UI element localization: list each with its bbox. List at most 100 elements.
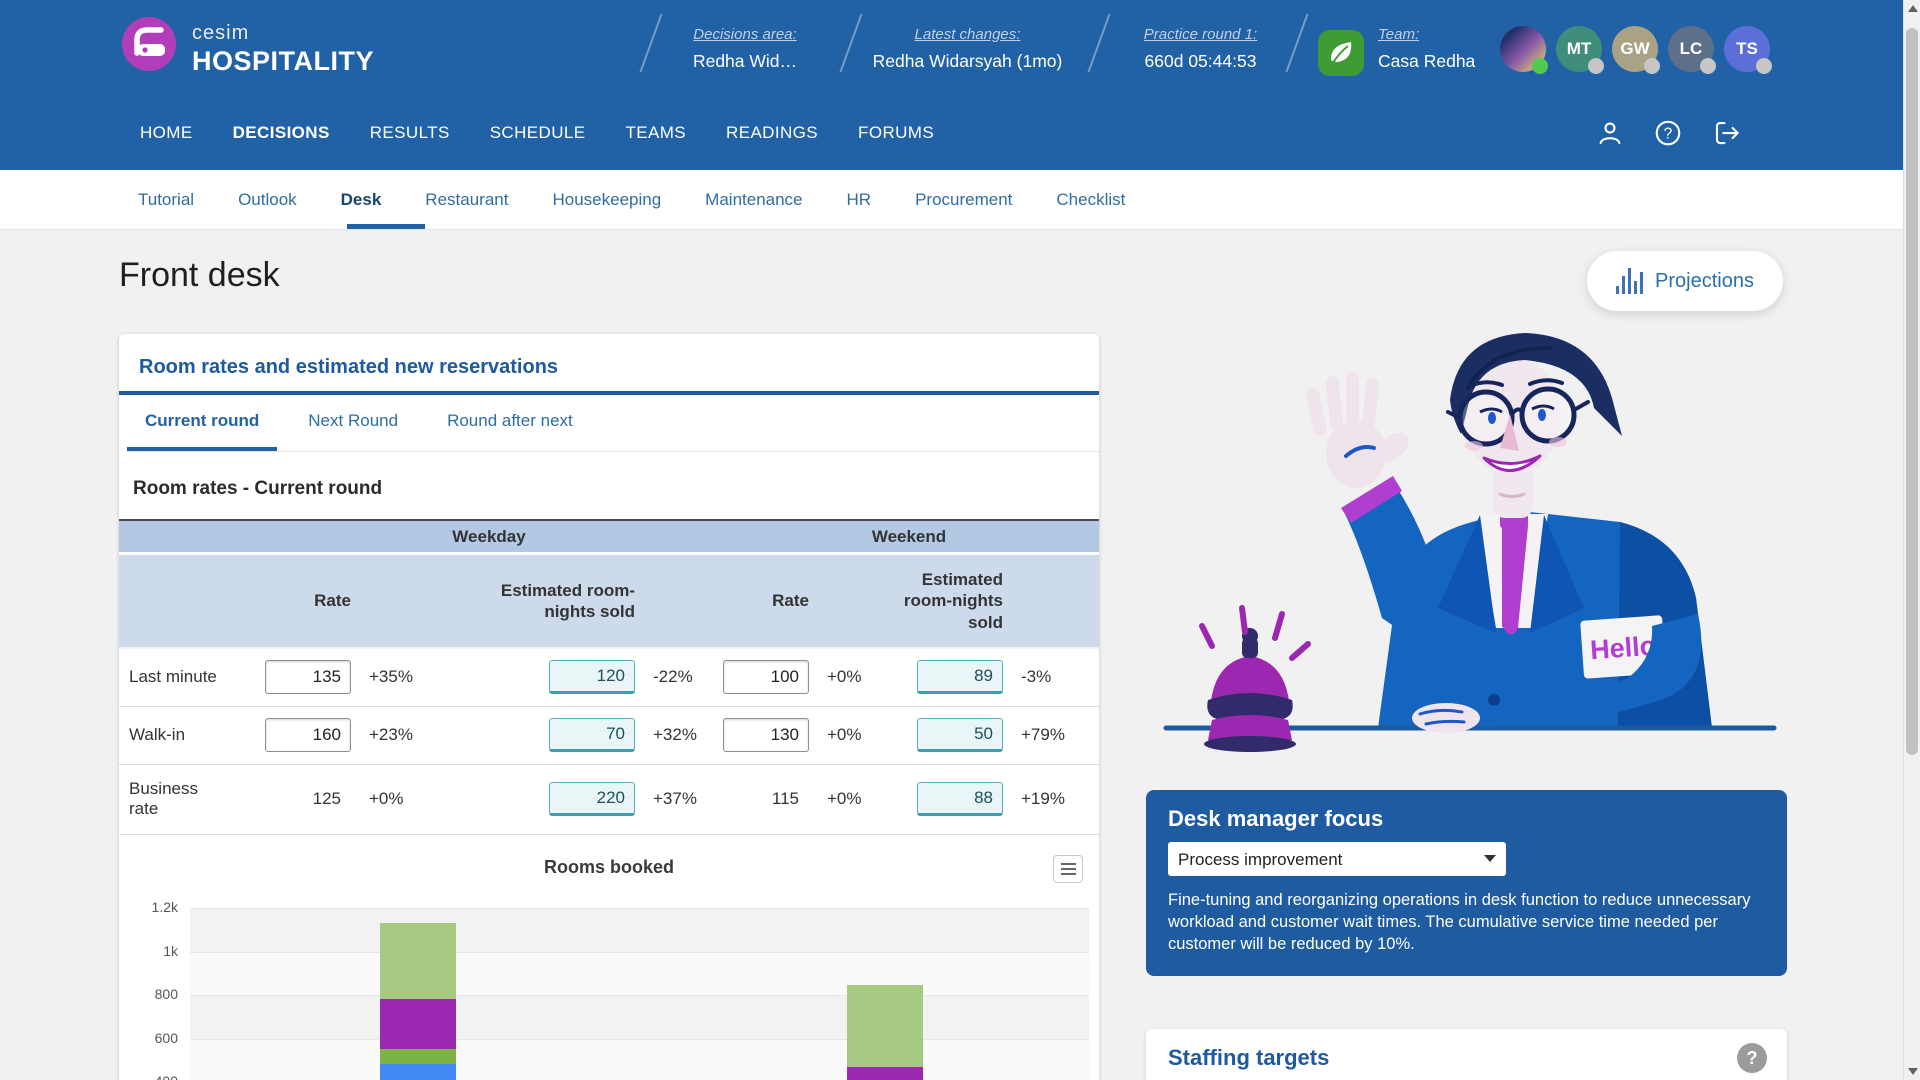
- table-group-header-row: Weekday Weekend: [119, 519, 1099, 555]
- avatar-gw[interactable]: GW: [1612, 26, 1660, 74]
- y-axis-tick-label: 400: [119, 1073, 178, 1080]
- weekday-estimate-header: Estimated room-nights sold: [500, 580, 635, 621]
- subnav-hr[interactable]: HR: [846, 189, 872, 209]
- subnav-outlook[interactable]: Outlook: [238, 189, 297, 209]
- table-row-walk-in: Walk-in +23% 70 +32% +0% 50 +79%: [119, 706, 1099, 765]
- practice-round-block: Practice round 1: 660d 05:44:53: [1108, 26, 1293, 72]
- app-header: cesim HOSPITALITY Decisions area: Redha …: [0, 0, 1903, 170]
- desk-manager-focus-select[interactable]: Process improvement: [1168, 842, 1506, 876]
- avatar-mt[interactable]: MT: [1556, 26, 1604, 74]
- walk-in-weekend-rate-input[interactable]: [723, 718, 809, 753]
- status-dot: [1532, 58, 1548, 74]
- nav-forums[interactable]: FORUMS: [858, 123, 935, 142]
- grid-band: [190, 908, 1089, 952]
- focus-panel-title: Desk manager focus: [1168, 806, 1384, 831]
- gridline: [190, 908, 1089, 909]
- logout-icon[interactable]: [1711, 118, 1743, 148]
- estimate-box: 70: [549, 718, 635, 753]
- projections-label: Projections: [1655, 269, 1754, 292]
- avatar-photo[interactable]: [1500, 26, 1548, 74]
- card-divider: [119, 391, 1099, 395]
- grid-band: [190, 995, 1089, 1039]
- y-axis-tick-label: 1k: [163, 942, 178, 959]
- last-minute-weekend-rate-input[interactable]: [723, 660, 809, 695]
- decisions-area-label[interactable]: Decisions area:: [693, 26, 797, 43]
- estimate-box: 220: [549, 782, 635, 817]
- rate-change: +0%: [827, 725, 862, 745]
- stacked-bar-segment-2: [846, 1066, 923, 1080]
- subnav-procurement[interactable]: Procurement: [915, 189, 1013, 209]
- nav-schedule[interactable]: SCHEDULE: [489, 123, 586, 142]
- weekday-rate-header: Rate: [314, 590, 351, 610]
- last-minute-weekday-rate-input[interactable]: [265, 660, 351, 695]
- estimate-change: +37%: [653, 789, 697, 809]
- row-label: Business rate: [129, 778, 198, 819]
- estimate-change: +32%: [653, 725, 697, 745]
- estimate-box: 89: [917, 660, 1003, 695]
- stacked-bar-segment-1: [380, 923, 457, 1000]
- tab-current-round[interactable]: Current round: [127, 395, 278, 451]
- subnav-desk[interactable]: Desk: [340, 189, 382, 209]
- profile-icon[interactable]: [1595, 118, 1625, 148]
- nav-decisions[interactable]: DECISIONS: [232, 123, 330, 142]
- weekend-group-header: Weekend: [871, 526, 947, 546]
- service-bell-icon: [1199, 605, 1311, 752]
- active-tab-underline: [347, 224, 425, 229]
- estimate-change: -3%: [1021, 667, 1052, 687]
- table-subheader-row: Rate Estimated room-nights sold Rate Est…: [119, 555, 1099, 649]
- nav-home[interactable]: HOME: [140, 123, 193, 142]
- subnav-maintenance[interactable]: Maintenance: [705, 189, 803, 209]
- y-axis-tick-label: 800: [154, 986, 178, 1002]
- staffing-targets-card: Staffing targets ?: [1146, 1029, 1787, 1080]
- stacked-bar-segment-1: [380, 1063, 457, 1080]
- subnav-housekeeping[interactable]: Housekeeping: [552, 189, 662, 209]
- row-label: Walk-in: [129, 725, 186, 745]
- projections-button[interactable]: Projections: [1587, 251, 1783, 311]
- leaf-icon: [1318, 30, 1364, 76]
- subnav-restaurant[interactable]: Restaurant: [425, 189, 509, 209]
- latest-changes-label[interactable]: Latest changes:: [914, 26, 1021, 43]
- estimate-change: -22%: [653, 667, 693, 687]
- tab-next-round[interactable]: Next Round: [308, 411, 399, 430]
- gridline: [190, 995, 1089, 996]
- team-label[interactable]: Team:: [1378, 26, 1420, 43]
- gridline: [190, 1038, 1089, 1040]
- header-divider: [639, 13, 663, 73]
- gridline: [190, 951, 1089, 953]
- stacked-bar-segment-2: [846, 985, 923, 1067]
- desk-manager-focus-panel: Desk manager focus Process improvement F…: [1146, 790, 1787, 976]
- rooms-booked-chart: Rooms booked 1.2k 1k 800 600 400: [119, 839, 1099, 1080]
- status-dot: [1756, 58, 1772, 74]
- weekday-group-header: Weekday: [452, 526, 526, 546]
- grid-band: [190, 951, 1089, 995]
- scrollbar-thumb[interactable]: [1906, 28, 1918, 755]
- nav-readings[interactable]: READINGS: [726, 123, 819, 142]
- scroll-up-arrow[interactable]: [1908, 5, 1918, 12]
- subnav-checklist[interactable]: Checklist: [1056, 189, 1126, 209]
- avatar-ts[interactable]: TS: [1724, 26, 1772, 74]
- rate-change: +0%: [827, 667, 862, 687]
- nav-teams[interactable]: TEAMS: [625, 123, 687, 142]
- scroll-down-arrow[interactable]: [1908, 1068, 1918, 1075]
- question-icon[interactable]: ?: [1737, 1043, 1767, 1073]
- tab-round-after-next[interactable]: Round after next: [447, 411, 573, 430]
- brand-text: cesim HOSPITALITY: [192, 22, 374, 77]
- subnav-tutorial[interactable]: Tutorial: [138, 189, 195, 209]
- avatar-lc[interactable]: LC: [1668, 26, 1716, 74]
- estimate-box: 88: [917, 782, 1003, 817]
- decisions-area-value: Redha Wid…: [692, 51, 798, 71]
- practice-round-label[interactable]: Practice round 1:: [1143, 26, 1258, 43]
- status-dot: [1588, 58, 1604, 74]
- svg-text:?: ?: [1664, 126, 1673, 143]
- section-title: Room rates - Current round: [133, 478, 383, 499]
- help-icon[interactable]: ?: [1653, 118, 1683, 148]
- chart-menu-icon[interactable]: [1053, 855, 1083, 883]
- walk-in-weekday-rate-input[interactable]: [265, 718, 351, 753]
- avatar-group: MT GW LC TS: [1500, 26, 1772, 74]
- vertical-scrollbar[interactable]: [1903, 0, 1920, 1080]
- business-weekend-rate: 115: [771, 789, 799, 809]
- page-title: Front desk: [119, 256, 280, 294]
- cesim-logo[interactable]: [122, 17, 176, 71]
- room-rates-table: Weekday Weekend Rate Estimated room-nigh…: [119, 519, 1099, 835]
- nav-results[interactable]: RESULTS: [369, 123, 450, 142]
